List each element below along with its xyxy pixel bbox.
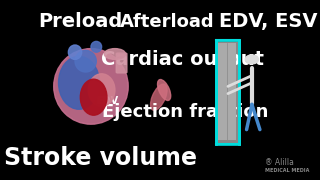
Ellipse shape: [68, 45, 82, 59]
Text: EDV, ESV: EDV, ESV: [219, 12, 317, 31]
Text: Preload: Preload: [38, 12, 123, 31]
Text: Cardiac output: Cardiac output: [101, 50, 264, 69]
FancyBboxPatch shape: [237, 40, 240, 144]
FancyBboxPatch shape: [116, 53, 127, 73]
Ellipse shape: [157, 80, 171, 100]
FancyBboxPatch shape: [218, 43, 236, 140]
FancyBboxPatch shape: [216, 40, 239, 144]
Text: Afterload: Afterload: [119, 13, 214, 31]
Ellipse shape: [104, 49, 125, 59]
Ellipse shape: [80, 79, 107, 115]
Text: EDV: EDV: [96, 96, 118, 106]
Text: MEDICAL MEDIA: MEDICAL MEDIA: [265, 168, 309, 174]
Text: Stroke volume: Stroke volume: [4, 146, 197, 170]
Ellipse shape: [91, 41, 102, 52]
Ellipse shape: [151, 84, 167, 110]
Ellipse shape: [59, 56, 100, 109]
Ellipse shape: [54, 49, 128, 124]
Ellipse shape: [75, 50, 96, 72]
Ellipse shape: [88, 74, 115, 106]
Circle shape: [245, 55, 259, 64]
Text: Ejection fraction: Ejection fraction: [102, 103, 268, 121]
Text: ® Alilla: ® Alilla: [265, 158, 294, 167]
